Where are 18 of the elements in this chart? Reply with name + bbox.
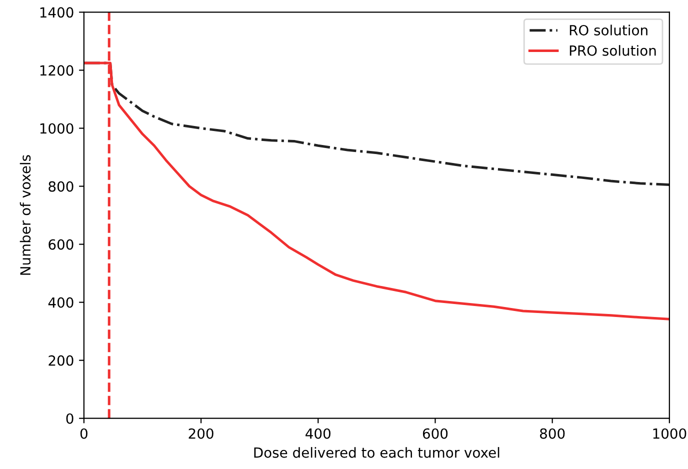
- y-tick-label: 0: [66, 413, 74, 424]
- y-tick-label: 600: [48, 239, 74, 250]
- y-tick-label: 1000: [40, 123, 74, 134]
- y-tick-label: 200: [48, 355, 74, 366]
- x-tick-label: 800: [540, 428, 565, 439]
- x-tick-label: 400: [306, 428, 330, 439]
- x-tick-label: 600: [422, 428, 448, 439]
- x-tick-label: 200: [188, 428, 214, 439]
- y-axis-title: Number of voxels: [20, 155, 31, 275]
- legend-label: RO solution: [570, 24, 648, 36]
- x-tick-label: 0: [80, 428, 88, 439]
- y-tick-label: 1400: [40, 7, 74, 18]
- x-tick-label: 1000: [653, 428, 686, 439]
- y-tick-label: 1200: [40, 65, 74, 76]
- y-tick-label: 800: [48, 181, 74, 192]
- y-tick-label: 400: [48, 297, 74, 308]
- x-axis-title: Dose delivered to each tumor voxel: [254, 447, 500, 458]
- legend-label: PRO solution: [570, 45, 656, 56]
